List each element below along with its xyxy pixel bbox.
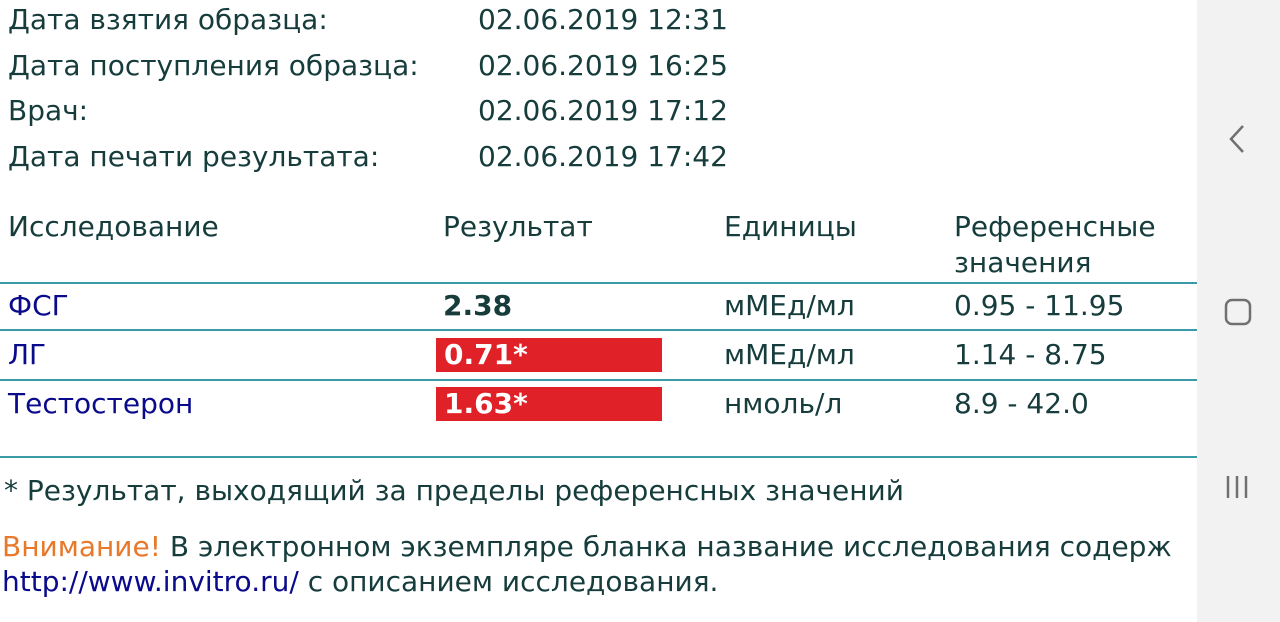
header-units: Единицы <box>724 210 857 243</box>
divider <box>0 379 1197 381</box>
result-value-flagged: 0.71* <box>436 338 662 372</box>
notice-text2: с описанием исследования. <box>298 565 719 598</box>
notice: Внимание! В электронном экземпляре бланк… <box>2 530 1172 564</box>
reference-range: 1.14 - 8.75 <box>954 338 1107 371</box>
units: мМЕд/мл <box>724 338 855 371</box>
header-reference: Референсные <box>954 210 1156 243</box>
meta-value: 02.06.2019 17:42 <box>478 140 728 173</box>
meta-label: Дата взятия образца: <box>8 3 328 36</box>
meta-value: 02.06.2019 16:25 <box>478 49 728 82</box>
units: нмоль/л <box>724 387 843 420</box>
study-name: ФСГ <box>8 289 69 322</box>
header-reference-line2: значения <box>954 246 1092 279</box>
header-result: Результат <box>443 210 593 243</box>
notice-line2: http://www.invitro.ru/ с описанием иссле… <box>2 565 718 599</box>
meta-label: Врач: <box>8 94 89 127</box>
reference-range: 8.9 - 42.0 <box>954 387 1089 420</box>
reference-range: 0.95 - 11.95 <box>954 289 1125 322</box>
results-page: Дата взятия образца: 02.06.2019 12:31 Да… <box>0 3 1197 599</box>
notice-text: В электронном экземпляре бланка название… <box>160 530 1172 563</box>
result-value: 2.38 <box>443 289 513 322</box>
system-navigation-bar <box>1197 0 1280 622</box>
divider <box>0 282 1197 284</box>
divider <box>0 456 1197 458</box>
result-value-flagged: 1.63* <box>436 387 662 421</box>
footnote: * Результат, выходящий за пределы рефере… <box>4 474 904 507</box>
warning-label: Внимание! <box>2 530 161 563</box>
home-icon[interactable] <box>1223 296 1253 330</box>
meta-value: 02.06.2019 17:12 <box>478 94 728 127</box>
study-name: Тестостерон <box>8 387 194 420</box>
recents-icon[interactable] <box>1223 470 1253 504</box>
header-study: Исследование <box>8 210 219 243</box>
invitro-link[interactable]: http://www.invitro.ru/ <box>2 565 299 598</box>
divider <box>0 329 1197 331</box>
meta-value: 02.06.2019 12:31 <box>478 3 728 36</box>
meta-label: Дата печати результата: <box>8 140 380 173</box>
units: мМЕд/мл <box>724 289 855 322</box>
study-name: ЛГ <box>8 338 47 371</box>
meta-label: Дата поступления образца: <box>8 49 419 82</box>
back-icon[interactable] <box>1223 122 1253 156</box>
